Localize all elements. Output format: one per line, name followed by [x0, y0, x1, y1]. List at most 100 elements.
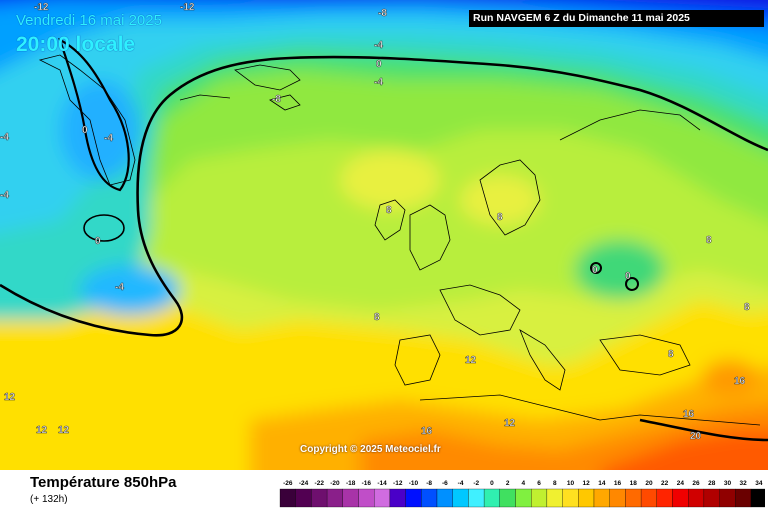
isotherm-label: 20	[690, 431, 702, 442]
greenland-isotherm	[58, 37, 130, 192]
scale-tick-label: 4	[522, 480, 526, 487]
scale-tick-label: 6	[537, 480, 541, 487]
scale-swatch	[342, 488, 359, 508]
scale-tick-label: 14	[598, 480, 606, 487]
isotherm-label: 12	[36, 425, 48, 436]
isotherm-label: 8	[374, 312, 380, 323]
isotherm-label: 8	[497, 212, 503, 223]
scale-swatch	[578, 488, 595, 508]
scale-tick-label: 30	[724, 480, 732, 487]
copyright-notice: Copyright © 2025 Meteociel.fr	[300, 444, 441, 455]
isotherm-label: 16	[683, 409, 695, 420]
scale-swatch	[452, 488, 469, 508]
isotherm-ring-atlantic	[83, 214, 125, 242]
scale-swatch	[531, 488, 548, 508]
isotherm-label: -4	[374, 40, 383, 51]
scale-tick-label: 34	[755, 480, 763, 487]
isotherm-ring-poland	[590, 262, 602, 274]
isotherm-label: 0	[82, 125, 88, 136]
scale-swatch	[515, 488, 532, 508]
scale-tick-label: 22	[661, 480, 669, 487]
isotherm-label: -4	[0, 190, 9, 201]
isotherm-ring-ukraine	[625, 277, 639, 291]
scale-swatch	[436, 488, 453, 508]
scale-swatch	[719, 488, 736, 508]
scale-tick-label: 0	[490, 480, 494, 487]
isotherm-label: -4	[104, 133, 113, 144]
isotherm-label: 8	[706, 235, 712, 246]
scale-tick-label: -10	[409, 480, 419, 487]
isotherm-labels: -12 -12 -8 -4 0 -4 -8 0 -4 -4 -4 0 -4 8 …	[0, 2, 750, 443]
isotherm-label: 12	[58, 425, 70, 436]
scale-tick-label: 28	[708, 480, 716, 487]
scale-tick-label: 16	[614, 480, 622, 487]
scale-tick-label: 24	[677, 480, 685, 487]
scale-swatch	[295, 488, 312, 508]
scale-tick-label: 18	[630, 480, 638, 487]
isotherm-label: -4	[374, 77, 383, 88]
isotherm-label: 0	[376, 59, 382, 70]
scale-tick-label: -8	[426, 480, 432, 487]
footer-bar: Température 850hPa (+ 132h) -26 -24 -22 -20…	[0, 470, 768, 512]
scale-tick-label: 32	[740, 480, 748, 487]
scale-swatch	[656, 488, 673, 508]
scale-swatch	[358, 488, 375, 508]
isotherm-label: 8	[386, 205, 392, 216]
product-title: Température 850hPa	[30, 474, 177, 491]
scale-tick-label: -16	[362, 480, 372, 487]
zero-isotherm	[0, 55, 768, 337]
scale-swatch	[405, 488, 422, 508]
scale-tick-label: -18	[346, 480, 356, 487]
model-run-label: Run NAVGEM 6 Z du Dimanche 11 mai 2025	[469, 10, 764, 27]
isotherm-label: 0	[95, 236, 101, 247]
scale-swatch	[625, 488, 642, 508]
scale-tick-label: -6	[442, 480, 448, 487]
scale-swatch	[609, 488, 626, 508]
scale-swatch	[311, 488, 328, 508]
scale-swatch	[468, 488, 485, 508]
isotherm-label: 8	[744, 302, 750, 313]
scale-swatch	[483, 488, 500, 508]
scale-tick-label: -2	[473, 480, 479, 487]
isotherm-label: -8	[378, 8, 387, 19]
forecast-step: (+ 132h)	[30, 494, 68, 505]
temperature-color-scale: -26 -24 -22 -20 -18 -16 -14 -12 -10 -8 -6 -4 -2 0 2 4 6 8…	[279, 480, 765, 508]
scale-swatch	[389, 488, 406, 508]
scale-tick-label: -4	[458, 480, 464, 487]
isotherm-label: 0	[592, 265, 598, 276]
scale-tick-label: -12	[393, 480, 403, 487]
scale-swatch	[499, 488, 516, 508]
temperature-map: -12 -12 -8 -4 0 -4 -8 0 -4 -4 -4 0 -4 8 …	[0, 0, 768, 470]
scale-tick-label: -24	[299, 480, 309, 487]
scale-swatch	[703, 488, 720, 508]
isotherm-label: -8	[272, 94, 281, 105]
scale-tick-label: 8	[553, 480, 557, 487]
scale-swatch	[640, 488, 657, 508]
scale-swatch	[593, 488, 610, 508]
scale-swatch	[374, 488, 391, 508]
scale-tick-label: 2	[506, 480, 510, 487]
scale-tick-label: 26	[692, 480, 700, 487]
temperature-bands	[0, 0, 768, 470]
twenty-isotherm	[639, 418, 768, 442]
scale-tick-label: -26	[283, 480, 293, 487]
isotherm-label: -4	[0, 132, 9, 143]
isotherm-label: 12	[4, 392, 16, 403]
isotherm-label: -4	[115, 282, 124, 293]
scale-swatch	[735, 488, 752, 508]
isotherm-label: 0	[625, 271, 631, 282]
scale-swatch	[421, 488, 438, 508]
isotherm-label: 16	[421, 426, 433, 437]
scale-tick-label: -20	[330, 480, 340, 487]
isotherm-label: -12	[34, 2, 49, 13]
scale-swatch	[688, 488, 705, 508]
scale-tick-label: -22	[315, 480, 325, 487]
forecast-date: Vendredi 16 mai 2025	[16, 12, 162, 29]
scale-tick-label: 20	[645, 480, 653, 487]
scale-swatch	[750, 488, 765, 508]
scale-tick-label: -14	[377, 480, 387, 487]
isotherm-label: 12	[465, 355, 477, 366]
scale-swatch	[326, 488, 343, 508]
isotherm-label: 16	[734, 376, 746, 387]
